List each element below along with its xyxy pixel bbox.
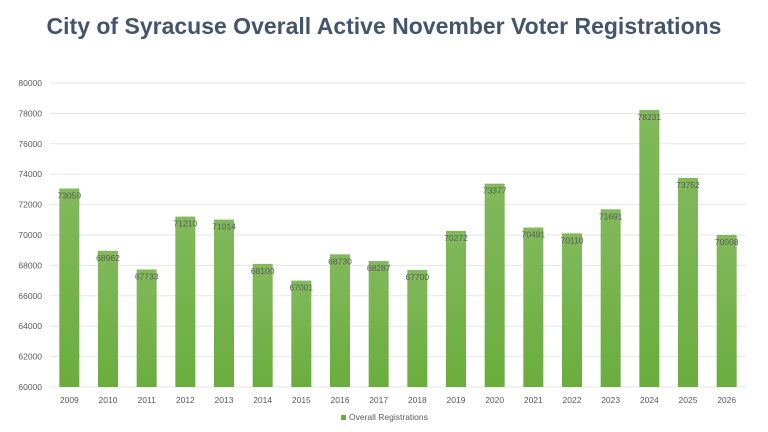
y-tick-label: 80000 <box>18 78 42 88</box>
data-label: 71014 <box>212 222 236 232</box>
y-tick-label: 70000 <box>18 230 42 240</box>
x-tick-label: 2024 <box>640 395 659 405</box>
bar <box>252 263 273 387</box>
x-tick-label: 2026 <box>717 395 736 405</box>
data-label: 68287 <box>367 263 391 273</box>
bar <box>639 109 660 388</box>
y-tick-label: 66000 <box>18 291 42 301</box>
data-label: 78231 <box>638 112 662 122</box>
x-tick-label: 2014 <box>253 395 272 405</box>
y-tick-label: 72000 <box>18 200 42 210</box>
bar <box>59 188 80 387</box>
data-label: 67733 <box>135 271 159 281</box>
bar <box>446 230 466 387</box>
bar <box>98 250 118 387</box>
data-label: 68730 <box>328 256 352 266</box>
data-label: 70491 <box>522 230 546 240</box>
bar <box>214 219 234 387</box>
data-label: 71691 <box>599 211 623 221</box>
bar <box>600 209 621 387</box>
data-label: 67700 <box>406 272 430 282</box>
bar <box>523 227 544 387</box>
y-tick-label: 76000 <box>18 139 42 149</box>
data-label: 70272 <box>444 233 468 243</box>
data-label: 71210 <box>174 219 198 229</box>
x-tick-label: 2015 <box>292 395 311 405</box>
bar <box>136 269 157 387</box>
data-label: 73059 <box>58 191 82 201</box>
chart-title: City of Syracuse Overall Active November… <box>46 13 722 39</box>
bar <box>562 233 582 387</box>
x-tick-label: 2021 <box>524 395 543 405</box>
bar <box>716 234 737 387</box>
x-tick-label: 2017 <box>369 395 388 405</box>
data-label: 73752 <box>676 180 700 190</box>
bar <box>407 269 428 387</box>
x-tick-label: 2013 <box>215 395 234 405</box>
data-label: 68962 <box>96 253 120 263</box>
data-label: 73377 <box>483 186 507 196</box>
x-tick-label: 2016 <box>331 395 350 405</box>
x-tick-label: 2010 <box>99 395 118 405</box>
legend-swatch <box>341 415 346 420</box>
x-tick-label: 2022 <box>563 395 582 405</box>
data-label: 70110 <box>560 235 583 245</box>
data-label: 67001 <box>290 283 314 293</box>
bar <box>291 280 312 387</box>
bar <box>330 254 350 387</box>
x-tick-label: 2023 <box>601 395 620 405</box>
x-tick-label: 2019 <box>447 395 466 405</box>
y-tick-label: 68000 <box>18 260 42 270</box>
x-tick-label: 2020 <box>485 395 504 405</box>
bar <box>484 183 505 387</box>
bar <box>175 216 196 387</box>
x-tick-label: 2025 <box>679 395 698 405</box>
legend-label: Overall Registrations <box>349 412 428 422</box>
bar <box>678 177 698 387</box>
y-tick-label: 62000 <box>18 352 42 362</box>
y-tick-label: 64000 <box>18 321 42 331</box>
bar <box>368 261 389 387</box>
data-label: 70008 <box>715 237 739 247</box>
x-tick-label: 2009 <box>60 395 79 405</box>
data-label: 68100 <box>251 266 275 276</box>
y-tick-label: 74000 <box>18 169 42 179</box>
y-tick-label: 60000 <box>18 382 42 392</box>
x-tick-label: 2018 <box>408 395 427 405</box>
x-tick-label: 2011 <box>138 395 157 405</box>
x-tick-label: 2012 <box>176 395 195 405</box>
y-tick-label: 78000 <box>18 108 42 118</box>
